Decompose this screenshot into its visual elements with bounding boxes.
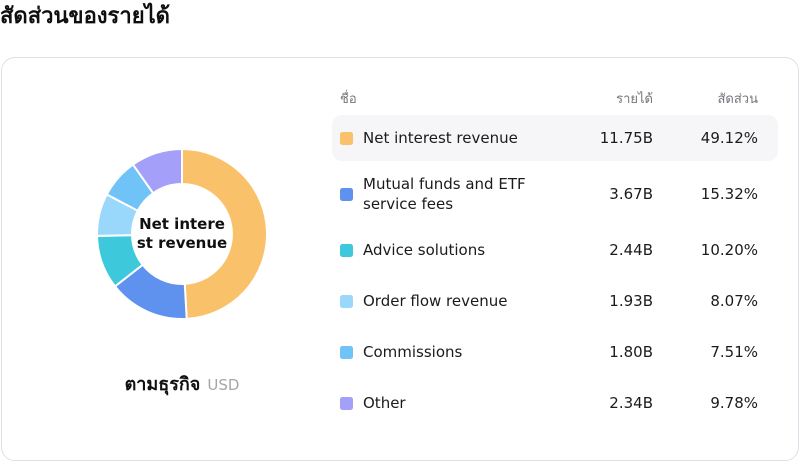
series-color-swatch [340,187,353,201]
table-header-revenue: รายได้ [616,92,653,107]
table-header-row: ชื่อ รายได้ สัดส่วน [332,82,778,115]
series-revenue: 2.34B [609,394,653,412]
table-header-share: สัดส่วน [717,92,759,107]
series-name: Order flow revenue [363,292,508,310]
table-row-order-flow-revenue[interactable]: Order flow revenue 1.93B 8.07% [332,278,778,324]
series-name: Commissions [363,343,463,361]
series-color-swatch [340,131,353,145]
series-color-swatch [340,243,353,257]
series-name: Net interest revenue [363,129,518,147]
table-row-advice-solutions[interactable]: Advice solutions 2.44B 10.20% [332,227,778,273]
series-revenue: 1.93B [609,292,653,310]
donut-segment[interactable] [181,147,268,320]
series-share: 49.12% [700,129,758,147]
series-revenue: 11.75B [599,129,653,147]
table-row-mutual-funds-etf[interactable]: Mutual funds and ETF service fees 3.67B … [332,166,778,222]
series-share: 9.78% [710,394,758,412]
chart-caption-label[interactable]: ตามธุรกิจ [124,374,201,395]
donut-segment[interactable] [131,147,183,195]
series-revenue: 3.67B [609,185,653,203]
series-share: 15.32% [700,185,758,203]
table-header-name: ชื่อ [340,92,357,107]
series-revenue: 1.80B [609,343,653,361]
series-share: 10.20% [700,241,758,259]
chart-caption: ตามธุรกิจ USD [2,369,362,398]
table-row-net-interest-revenue[interactable]: Net interest revenue 11.75B 49.12% [332,115,778,161]
donut-svg[interactable] [87,139,277,329]
series-color-swatch [340,294,353,308]
series-share: 8.07% [710,292,758,310]
revenue-share-card: Net intere st revenue ตามธุรกิจ USD ชื่อ … [1,57,799,461]
chart-caption-unit: USD [207,376,240,394]
series-name: Advice solutions [363,241,486,259]
series-color-swatch [340,345,353,359]
table-row-other[interactable]: Other 2.34B 9.78% [332,380,778,426]
series-revenue: 2.44B [609,241,653,259]
series-share: 7.51% [710,343,758,361]
page-title: สัดส่วนของรายได้ [0,4,170,29]
series-color-swatch [340,396,353,410]
series-name: Other [363,394,406,412]
revenue-donut-chart[interactable]: Net intere st revenue [87,139,277,329]
revenue-table: ชื่อ รายได้ สัดส่วน Net interest revenue… [332,82,778,431]
series-name: Mutual funds and ETF service fees [363,175,526,213]
table-row-commissions[interactable]: Commissions 1.80B 7.51% [332,329,778,375]
